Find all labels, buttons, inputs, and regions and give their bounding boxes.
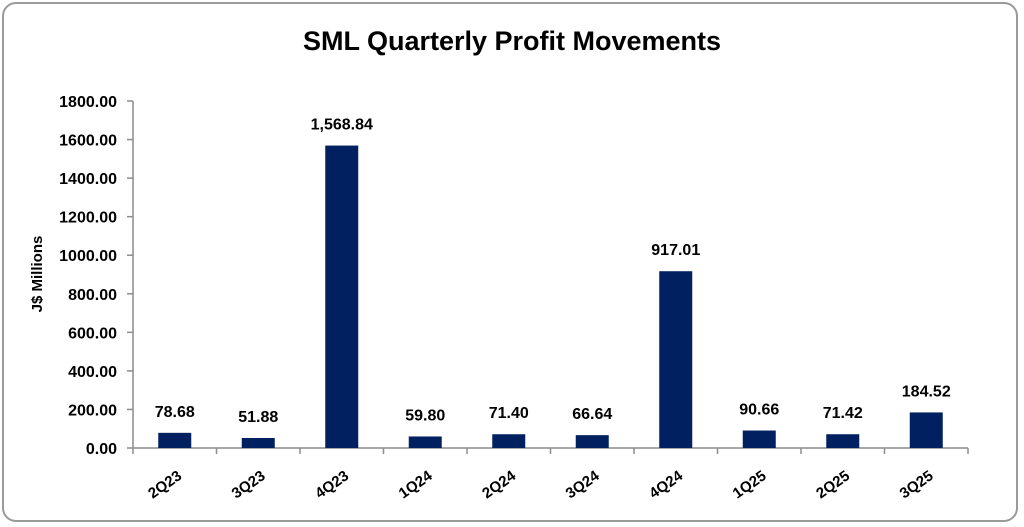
bar-1Q24 xyxy=(408,436,442,448)
data-label: 1,568.84 xyxy=(311,117,373,134)
x-tick-label: 2Q24 xyxy=(479,467,519,502)
data-label: 90.66 xyxy=(739,402,779,419)
x-tick-label: 4Q24 xyxy=(646,467,686,502)
y-tick-label: 200.00 xyxy=(68,402,117,419)
y-tick-label: 800.00 xyxy=(68,287,117,304)
x-tick-label: 1Q24 xyxy=(396,467,436,502)
x-tick-label: 3Q23 xyxy=(229,467,269,502)
y-tick-label: 600.00 xyxy=(68,325,117,342)
x-tick-label: 1Q25 xyxy=(730,467,770,502)
x-tick-label: 3Q25 xyxy=(897,467,937,502)
bar-1Q25 xyxy=(742,430,776,448)
y-tick-label: 0.00 xyxy=(86,441,117,458)
x-tick-label: 3Q24 xyxy=(563,467,603,502)
bar-4Q23 xyxy=(325,145,359,449)
data-label: 917.01 xyxy=(651,242,700,259)
bar-3Q25 xyxy=(909,412,943,448)
bar-3Q24 xyxy=(575,435,609,448)
x-tick-label: 2Q23 xyxy=(145,467,185,502)
data-label: 51.88 xyxy=(238,409,278,426)
data-label: 184.52 xyxy=(902,383,951,400)
y-tick-label: 1400.00 xyxy=(59,171,117,188)
data-label: 78.68 xyxy=(155,404,195,421)
data-label: 59.80 xyxy=(405,407,445,424)
bar-3Q23 xyxy=(241,437,275,448)
data-label: 71.40 xyxy=(489,405,529,422)
chart-title: SML Quarterly Profit Movements xyxy=(303,26,721,56)
y-axis-label: J$ Millions xyxy=(29,236,46,313)
data-label: 66.64 xyxy=(572,406,612,423)
bar-2Q25 xyxy=(826,434,860,448)
bar-2Q23 xyxy=(158,432,192,448)
y-tick-label: 1600.00 xyxy=(59,133,117,150)
y-tick-label: 1800.00 xyxy=(59,94,117,111)
bar-4Q24 xyxy=(659,271,693,448)
x-tick-label: 2Q25 xyxy=(813,467,853,502)
y-tick-label: 1000.00 xyxy=(59,248,117,265)
bar-2Q24 xyxy=(492,434,526,448)
x-tick-label: 4Q23 xyxy=(312,467,352,502)
y-tick-label: 1200.00 xyxy=(59,210,117,227)
chart-frame xyxy=(2,2,1018,522)
data-label: 71.42 xyxy=(823,405,863,422)
y-tick-label: 400.00 xyxy=(68,364,117,381)
